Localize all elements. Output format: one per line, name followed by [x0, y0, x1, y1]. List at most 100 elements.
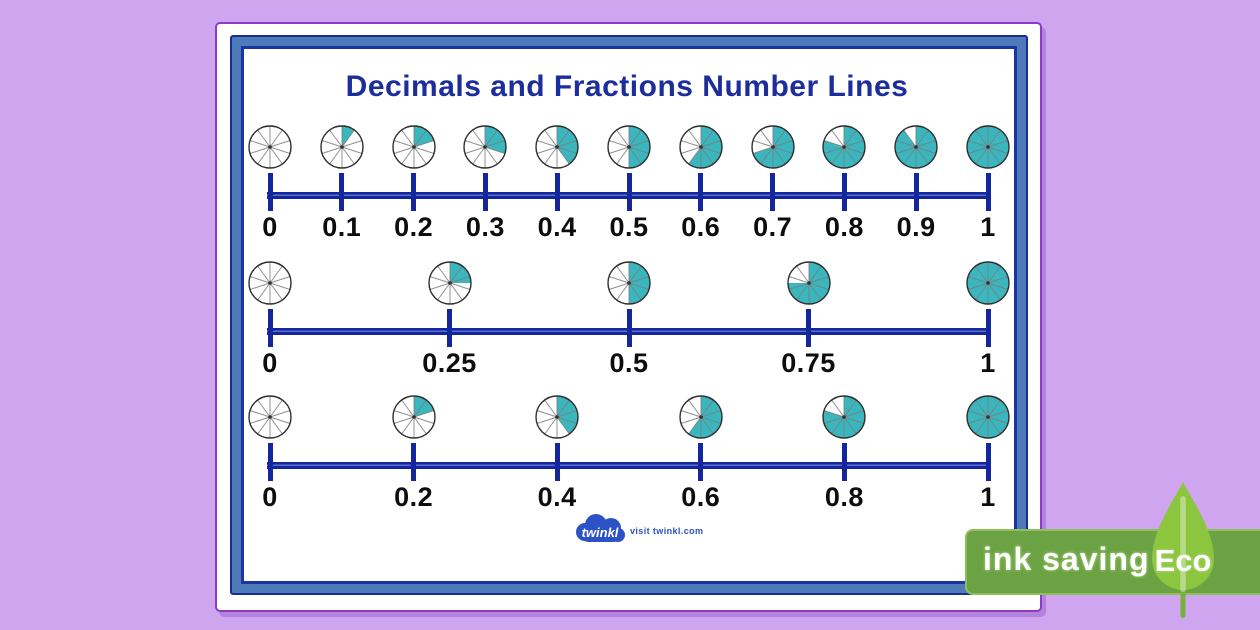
- fraction-pie: [965, 394, 1011, 440]
- tick-mark: [447, 309, 452, 347]
- fraction-pie: [786, 260, 832, 306]
- tick-mark: [554, 173, 560, 211]
- fraction-pie: [319, 124, 365, 170]
- fraction-pie: [606, 124, 652, 170]
- tick-mark: [626, 173, 632, 211]
- fraction-pie-svg: [607, 261, 651, 305]
- tick-mark: [806, 309, 811, 347]
- tick-mark: [770, 173, 776, 211]
- fraction-pie-svg: [822, 395, 867, 439]
- tick-mark: [698, 443, 704, 481]
- tick-mark: [841, 443, 847, 481]
- fraction-pie-svg: [248, 125, 292, 169]
- leaf-midrib: [1180, 496, 1186, 592]
- tick-label: 0.2: [394, 482, 434, 512]
- tick-label: 0.5: [609, 348, 649, 378]
- number-line-bar: [267, 462, 991, 469]
- fraction-pie: [965, 260, 1011, 306]
- tick-mark: [985, 173, 991, 211]
- fraction-pie: [534, 124, 580, 170]
- tick-label: 0.25: [422, 348, 477, 378]
- tick-mark: [698, 173, 704, 211]
- tick-label: 0.3: [465, 212, 505, 242]
- tick-label: 0.6: [681, 482, 721, 512]
- fraction-pie-svg: [679, 125, 723, 169]
- tick-label: 0: [262, 212, 278, 242]
- fraction-pie-svg: [966, 261, 1010, 305]
- fraction-pie-svg: [750, 125, 795, 169]
- eco-leaf-icon: [1152, 482, 1214, 618]
- fraction-pie-svg: [391, 125, 436, 169]
- tick-mark: [554, 443, 560, 481]
- fraction-pie-svg: [894, 125, 938, 169]
- tick-mark: [267, 443, 273, 481]
- fraction-pie-svg: [427, 261, 472, 305]
- fraction-pie: [893, 124, 939, 170]
- fraction-pie: [391, 124, 437, 170]
- fraction-pie: [750, 124, 796, 170]
- fraction-pie-svg: [248, 395, 292, 439]
- tick-mark: [411, 443, 417, 481]
- tick-mark: [985, 309, 991, 347]
- ink-saving-label: ink saving: [983, 541, 1150, 577]
- fraction-pie: [247, 124, 293, 170]
- twinkl-logo-text: twinkl: [582, 525, 619, 540]
- fraction-pie: [965, 124, 1011, 170]
- tick-mark: [411, 173, 417, 211]
- fraction-pie-svg: [463, 125, 508, 169]
- fraction-pie: [462, 124, 508, 170]
- tick-label: 1: [980, 348, 996, 378]
- tick-label: 0.7: [753, 212, 793, 242]
- tick-label: 0.8: [824, 212, 864, 242]
- fraction-pie: [247, 394, 293, 440]
- tick-label: 0: [262, 348, 278, 378]
- fraction-pie-svg: [391, 395, 436, 439]
- fraction-pie: [534, 394, 580, 440]
- eco-label: Eco: [1154, 543, 1212, 578]
- tick-mark: [267, 309, 273, 347]
- tick-mark: [985, 443, 991, 481]
- tick-label: 0.1: [322, 212, 362, 242]
- tick-label: 1: [980, 212, 996, 242]
- leaf-stem: [1180, 588, 1186, 618]
- fraction-pie: [678, 394, 724, 440]
- twinkl-logo: twinkl: [576, 514, 625, 542]
- leaf-shape: [1152, 482, 1214, 590]
- tick-label: 0.8: [824, 482, 864, 512]
- cloud-icon: [576, 514, 625, 542]
- tick-label: 0.4: [537, 482, 577, 512]
- tick-label: 0.75: [781, 348, 836, 378]
- fraction-pie: [821, 394, 867, 440]
- tick-label: 0: [262, 482, 278, 512]
- fraction-pie: [678, 124, 724, 170]
- fraction-pie: [247, 260, 293, 306]
- tick-mark: [626, 309, 632, 347]
- tick-label: 0.2: [394, 212, 434, 242]
- fraction-pie: [427, 260, 473, 306]
- fraction-pie-svg: [607, 125, 651, 169]
- page-title: Decimals and Fractions Number Lines: [345, 70, 909, 103]
- fraction-pie-svg: [822, 125, 867, 169]
- fraction-pie: [391, 394, 437, 440]
- fraction-pie-svg: [320, 125, 364, 169]
- fraction-pie-svg: [786, 261, 831, 305]
- tick-mark: [482, 173, 488, 211]
- fraction-pie: [821, 124, 867, 170]
- fraction-pie: [606, 260, 652, 306]
- fraction-pie-svg: [966, 395, 1010, 439]
- fraction-pie-svg: [535, 125, 579, 169]
- visit-twinkl-link: visit twinkl.com: [630, 526, 704, 536]
- tick-label: 1: [980, 482, 996, 512]
- tick-label: 0.5: [609, 212, 649, 242]
- tick-mark: [841, 173, 847, 211]
- fraction-pie-svg: [966, 125, 1010, 169]
- tick-label: 0.6: [681, 212, 721, 242]
- tick-mark: [339, 173, 345, 211]
- tick-label: 0.4: [537, 212, 577, 242]
- fraction-pie-svg: [535, 395, 579, 439]
- fraction-pie-svg: [248, 261, 292, 305]
- tick-mark: [913, 173, 919, 211]
- tick-label: 0.9: [896, 212, 936, 242]
- fraction-pie-svg: [679, 395, 723, 439]
